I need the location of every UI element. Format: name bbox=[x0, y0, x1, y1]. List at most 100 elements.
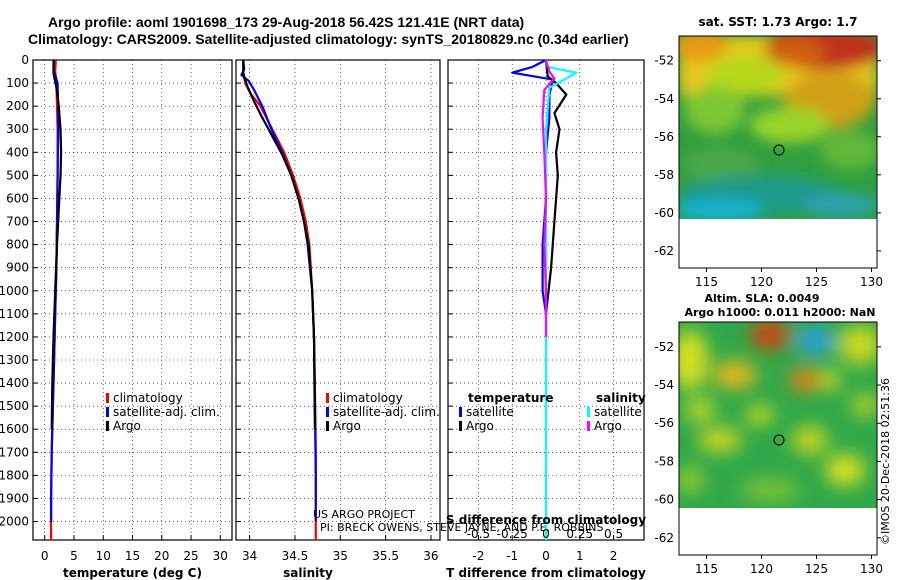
x-axis-label: salinity bbox=[283, 566, 333, 580]
x-tick-label: -2 bbox=[472, 549, 484, 563]
x-axis-label: T difference from climatology bbox=[446, 566, 646, 580]
salinity-panel: 34 34.5 35 35.5 36salinityclimatologysatelli… bbox=[235, 59, 603, 580]
y-tick-label: 1800 bbox=[0, 468, 29, 482]
legend-swatch bbox=[459, 421, 462, 431]
x-tick-label: 36 bbox=[423, 549, 438, 563]
y-tick-label: 100 bbox=[6, 76, 29, 90]
y-tick-label: 700 bbox=[6, 215, 29, 229]
legend-swatch bbox=[459, 407, 462, 417]
map-lat-label: -58 bbox=[654, 168, 674, 182]
legend-swatch bbox=[587, 421, 590, 431]
legend-swatch bbox=[587, 407, 590, 417]
map-lon-label: 120 bbox=[750, 275, 773, 289]
series-temperature-satellite bbox=[511, 59, 554, 314]
legend-swatch bbox=[106, 407, 109, 417]
sst-map: sat. SST: 1.73 Argo: 1.7 115 120 125 13 bbox=[654, 15, 883, 289]
y-tick-label: 900 bbox=[6, 261, 29, 275]
secondary-tick-label: 0.5 bbox=[604, 527, 623, 541]
legend-swatch bbox=[326, 393, 329, 403]
x-tick-label: 34.5 bbox=[282, 549, 309, 563]
secondary-tick-label: -0.5 bbox=[467, 527, 490, 541]
legend-swatch bbox=[106, 421, 109, 431]
difference-panel: -2 -1 0 1 2 T difference from climatology temp… bbox=[446, 59, 646, 580]
map-lat-label: -62 bbox=[654, 531, 674, 545]
y-tick-label: 800 bbox=[6, 238, 29, 252]
series-argo bbox=[50, 60, 63, 430]
legend-label: climatology bbox=[333, 391, 403, 405]
map-lat-label: -52 bbox=[654, 340, 674, 354]
legend-label: Argo bbox=[594, 419, 622, 433]
y-tick-label: 300 bbox=[6, 122, 29, 136]
legend-label: satellite-adj. clim. bbox=[113, 405, 220, 419]
x-tick-label: 25 bbox=[183, 549, 198, 563]
sst-map-axes: 115 120 125 130 -52 -54 -56 -58 -60 -62 bbox=[654, 54, 883, 289]
legend-title-temperature: temperature bbox=[468, 391, 553, 405]
x-tick-label: 1 bbox=[576, 549, 584, 563]
y-tick-label: 500 bbox=[6, 168, 29, 182]
x-tick-label: 10 bbox=[96, 549, 111, 563]
y-tick-label: 0 bbox=[21, 53, 29, 67]
sst-map-title: sat. SST: 1.73 Argo: 1.7 bbox=[698, 15, 857, 29]
secondary-tick-label: 0.25 bbox=[566, 527, 593, 541]
y-tick-label: 200 bbox=[6, 99, 29, 113]
legend-title-salinity: salinity bbox=[596, 391, 646, 405]
legend-swatch bbox=[326, 421, 329, 431]
legend-label: satellite-adj. clim. bbox=[333, 405, 440, 419]
legend-swatch bbox=[326, 407, 329, 417]
secondary-tick-label: 0 bbox=[542, 527, 550, 541]
map-lon-label: 125 bbox=[805, 275, 828, 289]
sst-argo-position-marker bbox=[773, 144, 785, 156]
y-tick-label: 1400 bbox=[0, 376, 29, 390]
figure-title-line1: Argo profile: aoml 1901698_173 29-Aug-20… bbox=[48, 14, 524, 30]
x-axis-label: temperature (deg C) bbox=[63, 566, 202, 580]
sla-map: Altim. SLA: 0.0049 Argo h1000: 0.011 h20… bbox=[654, 292, 883, 576]
x-tick-label: 0 bbox=[41, 549, 49, 563]
legend-label: satellite bbox=[466, 405, 514, 419]
series-salinity-satellite bbox=[544, 59, 578, 540]
sla-field bbox=[679, 322, 877, 510]
x-tick-label: 5 bbox=[70, 549, 78, 563]
series-salinity-argo bbox=[541, 59, 556, 337]
y-tick-label: 600 bbox=[6, 191, 29, 205]
x-tick-label: 20 bbox=[154, 549, 169, 563]
y-tick-label: 1700 bbox=[0, 445, 29, 459]
legend-label: Argo bbox=[333, 419, 361, 433]
x-tick-label: 30 bbox=[213, 549, 228, 563]
map-lat-label: -62 bbox=[654, 244, 674, 258]
x-tick-label: 34 bbox=[242, 549, 257, 563]
map-lat-label: -60 bbox=[654, 493, 674, 507]
y-tick-label: 1500 bbox=[0, 399, 29, 413]
sla-map-title: Altim. SLA: 0.0049 bbox=[704, 292, 819, 305]
map-lat-label: -58 bbox=[654, 454, 674, 468]
y-tick-label: 400 bbox=[6, 145, 29, 159]
legend-label: Argo bbox=[113, 419, 141, 433]
sla-argo-position-marker bbox=[773, 434, 785, 446]
y-tick-label: 2000 bbox=[0, 515, 29, 529]
legend-label: Argo bbox=[466, 419, 494, 433]
map-lon-label: 130 bbox=[860, 562, 883, 576]
y-tick-label: 1300 bbox=[0, 353, 29, 367]
credit-line-2: PI: BRECK OWENS, STEVE JAYNE, AND P.E. R… bbox=[320, 521, 603, 534]
series-climatology bbox=[242, 60, 317, 540]
x-tick-label: 2 bbox=[610, 549, 618, 563]
x-tick-label: 35.5 bbox=[372, 549, 399, 563]
y-tick-label: 1000 bbox=[0, 284, 29, 298]
x-tick-label: 0 bbox=[542, 549, 550, 563]
legend-swatch bbox=[106, 393, 109, 403]
sla-map-axes: 115 120 125 130 -52 -54 -56 -58 -60 -62 bbox=[654, 340, 883, 576]
x-tick-label: 15 bbox=[125, 549, 140, 563]
credit-line-1: US ARGO PROJECT bbox=[313, 508, 415, 521]
secondary-tick-label: -0.25 bbox=[497, 527, 528, 541]
map-lon-label: 130 bbox=[860, 275, 883, 289]
imos-timestamp: ©IMOS 20-Dec-2018 02:51:36 bbox=[879, 378, 892, 545]
map-lat-label: -56 bbox=[654, 416, 674, 430]
map-lat-label: -60 bbox=[654, 206, 674, 220]
y-tick-label: 1100 bbox=[0, 307, 29, 321]
y-tick-label: 1900 bbox=[0, 491, 29, 505]
sla-map-subtitle: Argo h1000: 0.011 h2000: NaN bbox=[684, 306, 875, 319]
map-lon-label: 125 bbox=[805, 562, 828, 576]
secondary-axis-label: S difference from climatology bbox=[446, 513, 646, 527]
legend-label: climatology bbox=[113, 391, 183, 405]
y-tick-label: 1600 bbox=[0, 422, 29, 436]
